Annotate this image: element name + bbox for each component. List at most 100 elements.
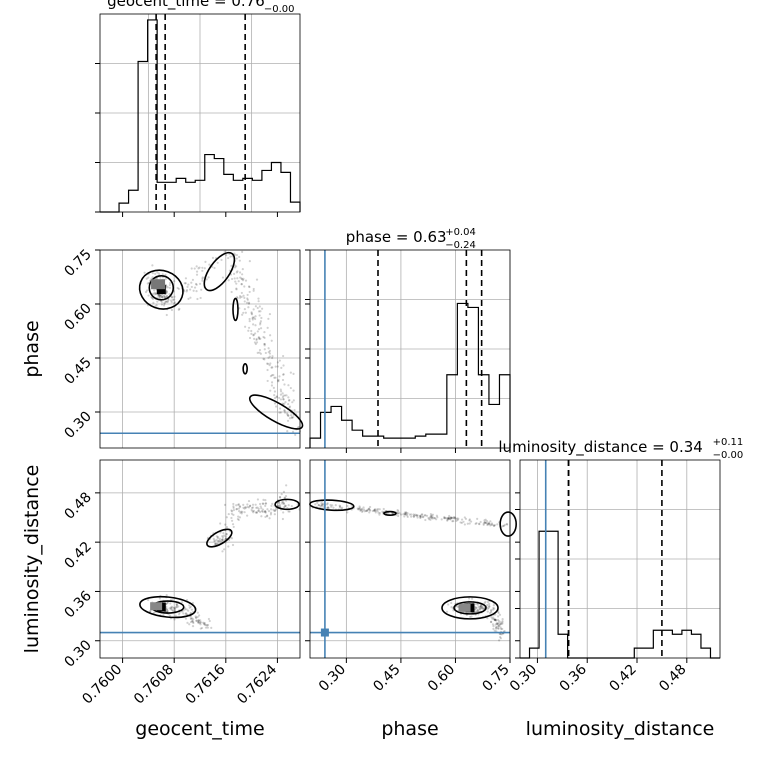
sample-point: [489, 620, 493, 624]
sample-point: [232, 513, 235, 516]
sample-point: [252, 333, 255, 336]
sample-point: [221, 276, 225, 279]
sample-point: [340, 507, 343, 510]
sample-point: [501, 618, 504, 621]
sample-point: [284, 504, 287, 507]
sample-point: [189, 288, 192, 291]
sample-point: [456, 605, 459, 608]
sample-point: [279, 393, 283, 396]
sample-point: [173, 618, 176, 621]
sample-point: [165, 608, 169, 611]
sample-point: [274, 405, 278, 408]
sample-point: [218, 539, 221, 542]
sample-point: [264, 502, 267, 505]
sample-point: [278, 505, 282, 508]
sample-point: [219, 522, 222, 525]
sample-point: [405, 513, 408, 516]
sample-point: [396, 509, 399, 512]
sample-point: [160, 295, 164, 299]
sample-point: [486, 522, 489, 525]
sample-point: [157, 295, 160, 298]
sample-point: [373, 508, 377, 511]
sample-point: [252, 289, 255, 292]
sample-point: [225, 525, 229, 529]
sample-point: [447, 603, 450, 606]
sample-point: [402, 513, 405, 516]
sample-point: [293, 409, 296, 412]
sample-point: [412, 515, 415, 518]
sample-point: [157, 272, 161, 275]
sample-point: [236, 277, 239, 280]
sample-point: [240, 278, 244, 281]
sample-point: [428, 516, 432, 519]
sample-point: [258, 305, 261, 308]
sample-point: [196, 615, 199, 619]
sample-point: [163, 301, 166, 304]
hist-panel-luminosity_distance: luminosity_distance = 0.34 +0.11 −0.00: [498, 437, 743, 659]
x-axis-label-geocent_time: geocent_time: [135, 718, 264, 740]
sample-point: [274, 509, 277, 512]
sample-point: [277, 379, 280, 382]
sample-point: [258, 502, 262, 506]
sample-point: [475, 522, 478, 525]
sample-point: [363, 510, 366, 513]
sample-point: [476, 609, 479, 612]
sample-point: [492, 624, 495, 628]
sample-point: [490, 611, 493, 614]
sample-point: [281, 392, 284, 395]
sample-point: [257, 310, 261, 313]
sample-point: [177, 287, 180, 290]
sample-point: [463, 516, 466, 519]
sample-point: [225, 253, 228, 257]
sample-point: [492, 604, 495, 607]
sample-point: [254, 315, 257, 318]
sample-point: [216, 537, 219, 540]
sample-point: [259, 327, 263, 330]
sample-point: [238, 271, 242, 274]
sample-point: [290, 414, 293, 417]
sample-point: [156, 271, 159, 274]
sample-point: [221, 538, 224, 541]
sample-point: [476, 517, 479, 521]
sample-point: [481, 604, 484, 608]
sample-point: [268, 363, 271, 367]
sample-point: [240, 295, 243, 299]
sample-point: [478, 605, 482, 609]
sample-point: [232, 505, 235, 508]
sample-point: [211, 256, 215, 259]
sample-point: [232, 506, 235, 509]
sample-point: [279, 496, 282, 499]
sample-point: [430, 516, 433, 519]
sample-point: [242, 294, 245, 297]
sample-point: [367, 507, 371, 510]
sample-point: [415, 514, 418, 517]
sample-point: [427, 516, 430, 520]
sample-point: [169, 602, 172, 605]
y-tick-label: 0.45: [61, 355, 94, 388]
sample-point: [143, 271, 146, 274]
sample-point: [327, 506, 330, 509]
sample-point: [197, 619, 201, 622]
sample-point: [206, 623, 210, 627]
sample-point: [327, 507, 330, 510]
sample-point: [155, 304, 158, 307]
sample-point: [474, 602, 477, 606]
sample-point: [274, 376, 277, 379]
sample-point: [292, 399, 295, 402]
sample-point: [264, 499, 267, 502]
sample-point: [488, 522, 491, 526]
scatter-panel-geocent_time-phase: [100, 249, 304, 448]
sample-point: [239, 505, 242, 509]
sample-point: [495, 622, 498, 625]
sample-point: [258, 348, 262, 352]
sample-point: [170, 301, 173, 304]
density-contour: [453, 601, 487, 615]
sample-point: [269, 334, 272, 337]
sample-point: [235, 257, 238, 260]
sample-point: [440, 518, 443, 521]
sample-point: [251, 317, 254, 320]
sample-point: [431, 516, 434, 519]
sample-point: [235, 296, 239, 299]
sample-point: [251, 506, 255, 509]
sample-point: [269, 375, 273, 378]
